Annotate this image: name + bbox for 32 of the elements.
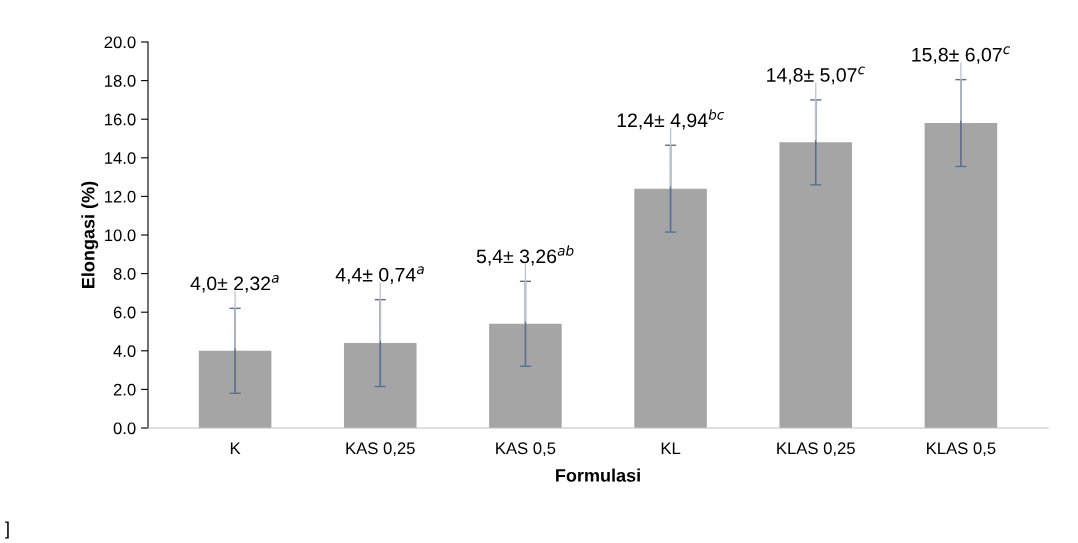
data-label: 12,4± 4,94$^{bc}$ xyxy=(617,109,725,130)
data-label: 15,8± 6,07$^{c}$ xyxy=(912,46,1011,64)
x-tick-label: KLAS 0,5 xyxy=(927,442,996,457)
y-tick-label: 16.0 xyxy=(105,113,136,126)
y-tick-label: 2.0 xyxy=(113,383,136,396)
y-axis-title: Elongasi (%) xyxy=(81,181,99,288)
y-tick-label: 8.0 xyxy=(113,268,136,280)
y-tick-label: 10.0 xyxy=(105,229,136,242)
x-axis-title: Formulasi xyxy=(556,468,640,482)
bar xyxy=(489,323,562,428)
data-label: 4,4± 0,74$^{a}$ xyxy=(335,266,424,284)
x-tick-label: KAS 0,25 xyxy=(346,442,415,457)
text: ] xyxy=(5,521,9,539)
y-tick-label: 12.0 xyxy=(105,190,136,203)
bar xyxy=(779,142,853,428)
y-tick-label: 6.0 xyxy=(113,306,136,319)
y-tick-label: 4.0 xyxy=(113,345,136,357)
x-tick-label: KAS 0,5 xyxy=(496,442,556,457)
x-tick-label: K xyxy=(230,442,241,454)
x-tick-label: KLAS 0,25 xyxy=(777,442,855,457)
bar xyxy=(343,343,417,428)
y-tick-label: 20.0 xyxy=(104,36,136,49)
bar xyxy=(198,350,272,428)
bar xyxy=(634,188,707,428)
data-label: 4,0± 2,32$^{a}$ xyxy=(190,275,279,293)
bar xyxy=(924,123,998,428)
x-tick-label: KL xyxy=(661,442,681,454)
data-label: 14,8± 5,07$^{c}$ xyxy=(767,66,865,85)
y-tick-label: 18.0 xyxy=(105,75,136,87)
y-tick-label: 14.0 xyxy=(105,152,136,164)
y-tick-label: 0.0 xyxy=(113,422,136,435)
data-label: 5,4± 3,26$^{ab}$ xyxy=(476,245,574,266)
